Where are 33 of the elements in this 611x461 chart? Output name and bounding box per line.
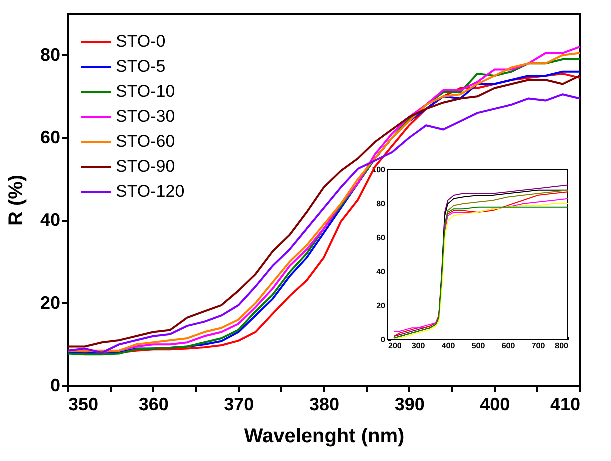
x-tick-label: 400	[442, 342, 456, 350]
y-tick-label: 80	[376, 200, 386, 208]
x-axis-title: Wavelenght (nm)	[244, 426, 405, 448]
x-tick-label: 410	[550, 394, 580, 414]
legend-label: STO-120	[116, 182, 185, 201]
x-tick-label: 400	[480, 394, 510, 414]
x-tick-label: 600	[502, 342, 516, 350]
y-tick-label: 40	[40, 210, 60, 230]
legend-label: STO-60	[116, 132, 176, 151]
y-tick-label: 0	[381, 336, 386, 344]
x-tick-label: 370	[224, 394, 254, 414]
x-tick-label: 500	[472, 342, 486, 350]
legend-label: STO-5	[116, 57, 166, 76]
y-tick-label: 20	[376, 302, 386, 310]
legend-label: STO-30	[116, 107, 176, 126]
x-tick-label: 380	[309, 394, 340, 414]
x-tick-label: 360	[138, 394, 169, 414]
legend-label: STO-10	[116, 82, 176, 101]
legend-label: STO-0	[116, 32, 166, 51]
x-tick-label: 200	[388, 342, 402, 350]
legend-label: STO-90	[116, 157, 176, 176]
x-tick-label: 350	[68, 394, 99, 414]
x-tick-label: 300	[412, 342, 426, 350]
y-tick-label: 20	[40, 292, 60, 313]
y-tick-label: 60	[40, 128, 60, 148]
y-tick-label: 0	[50, 376, 60, 396]
x-tick-label: 700	[532, 342, 546, 350]
y-tick-label: 60	[376, 234, 386, 242]
y-tick-label: 80	[40, 44, 60, 65]
y-axis-title: R (%)	[5, 174, 28, 226]
x-tick-label: 800	[555, 342, 570, 350]
y-tick-label: 40	[376, 268, 386, 276]
x-tick-label: 390	[394, 394, 425, 414]
